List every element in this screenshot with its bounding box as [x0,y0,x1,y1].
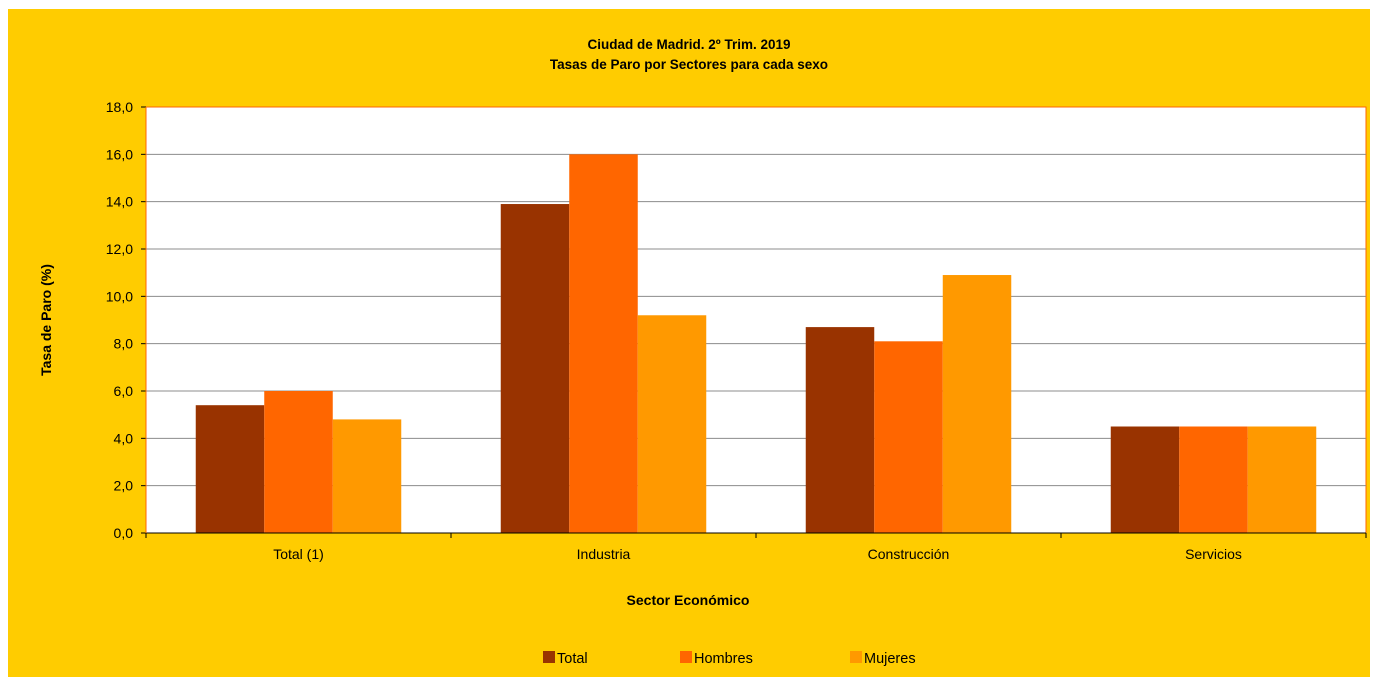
y-tick-label: 0,0 [114,525,134,541]
chart: Ciudad de Madrid. 2º Trim. 2019 Tasas de… [38,37,1367,667]
bar-mujeres [942,275,1012,533]
y-tick-label: 16,0 [106,146,133,162]
y-tick-label: 2,0 [114,478,134,494]
legend-swatch-hombres [680,651,692,663]
bar-mujeres [637,315,707,533]
legend-label-mujeres: Mujeres [864,651,916,667]
chart-title: Ciudad de Madrid. 2º Trim. 2019 [588,37,791,52]
y-tick-label: 14,0 [106,194,133,210]
bar-hombres [264,391,333,533]
legend-swatch-mujeres [850,651,862,663]
x-tick-label: Total (1) [273,546,324,562]
bar-total [805,327,875,533]
legend: Total Hombres Mujeres [543,651,916,667]
y-tick-label: 8,0 [114,336,134,352]
legend-swatch-total [543,651,555,663]
x-axis-ticks: Total (1) Industria Construcción Servicios [145,533,1367,562]
legend-label-total: Total [557,651,588,667]
chart-subtitle: Tasas de Paro por Sectores para cada sex… [550,57,828,72]
y-tick-label: 12,0 [106,241,133,257]
y-tick-label: 10,0 [106,288,133,304]
bar-hombres [569,154,638,534]
bar-hombres [874,341,943,533]
bar-total [195,405,265,533]
y-tick-label: 4,0 [114,430,134,446]
bar-mujeres [1247,426,1317,533]
x-tick-label: Construcción [868,546,950,562]
y-axis-ticks: 0,0 2,0 4,0 6,0 8,0 10,0 12,0 14,0 16,0 18,0 [106,99,146,541]
x-tick-label: Industria [577,546,631,562]
y-tick-label: 6,0 [114,383,134,399]
bar-hombres [1179,426,1248,533]
y-tick-label: 18,0 [106,99,133,115]
chart-frame: Ciudad de Madrid. 2º Trim. 2019 Tasas de… [8,9,1370,677]
bar-total [1110,426,1180,533]
bars [195,154,1317,534]
x-tick-label: Servicios [1185,546,1242,562]
y-axis-title: Tasa de Paro (%) [38,264,54,376]
bar-mujeres [332,419,402,533]
x-axis-title: Sector Económico [627,592,750,608]
bar-total [500,204,570,534]
legend-label-hombres: Hombres [694,651,753,667]
